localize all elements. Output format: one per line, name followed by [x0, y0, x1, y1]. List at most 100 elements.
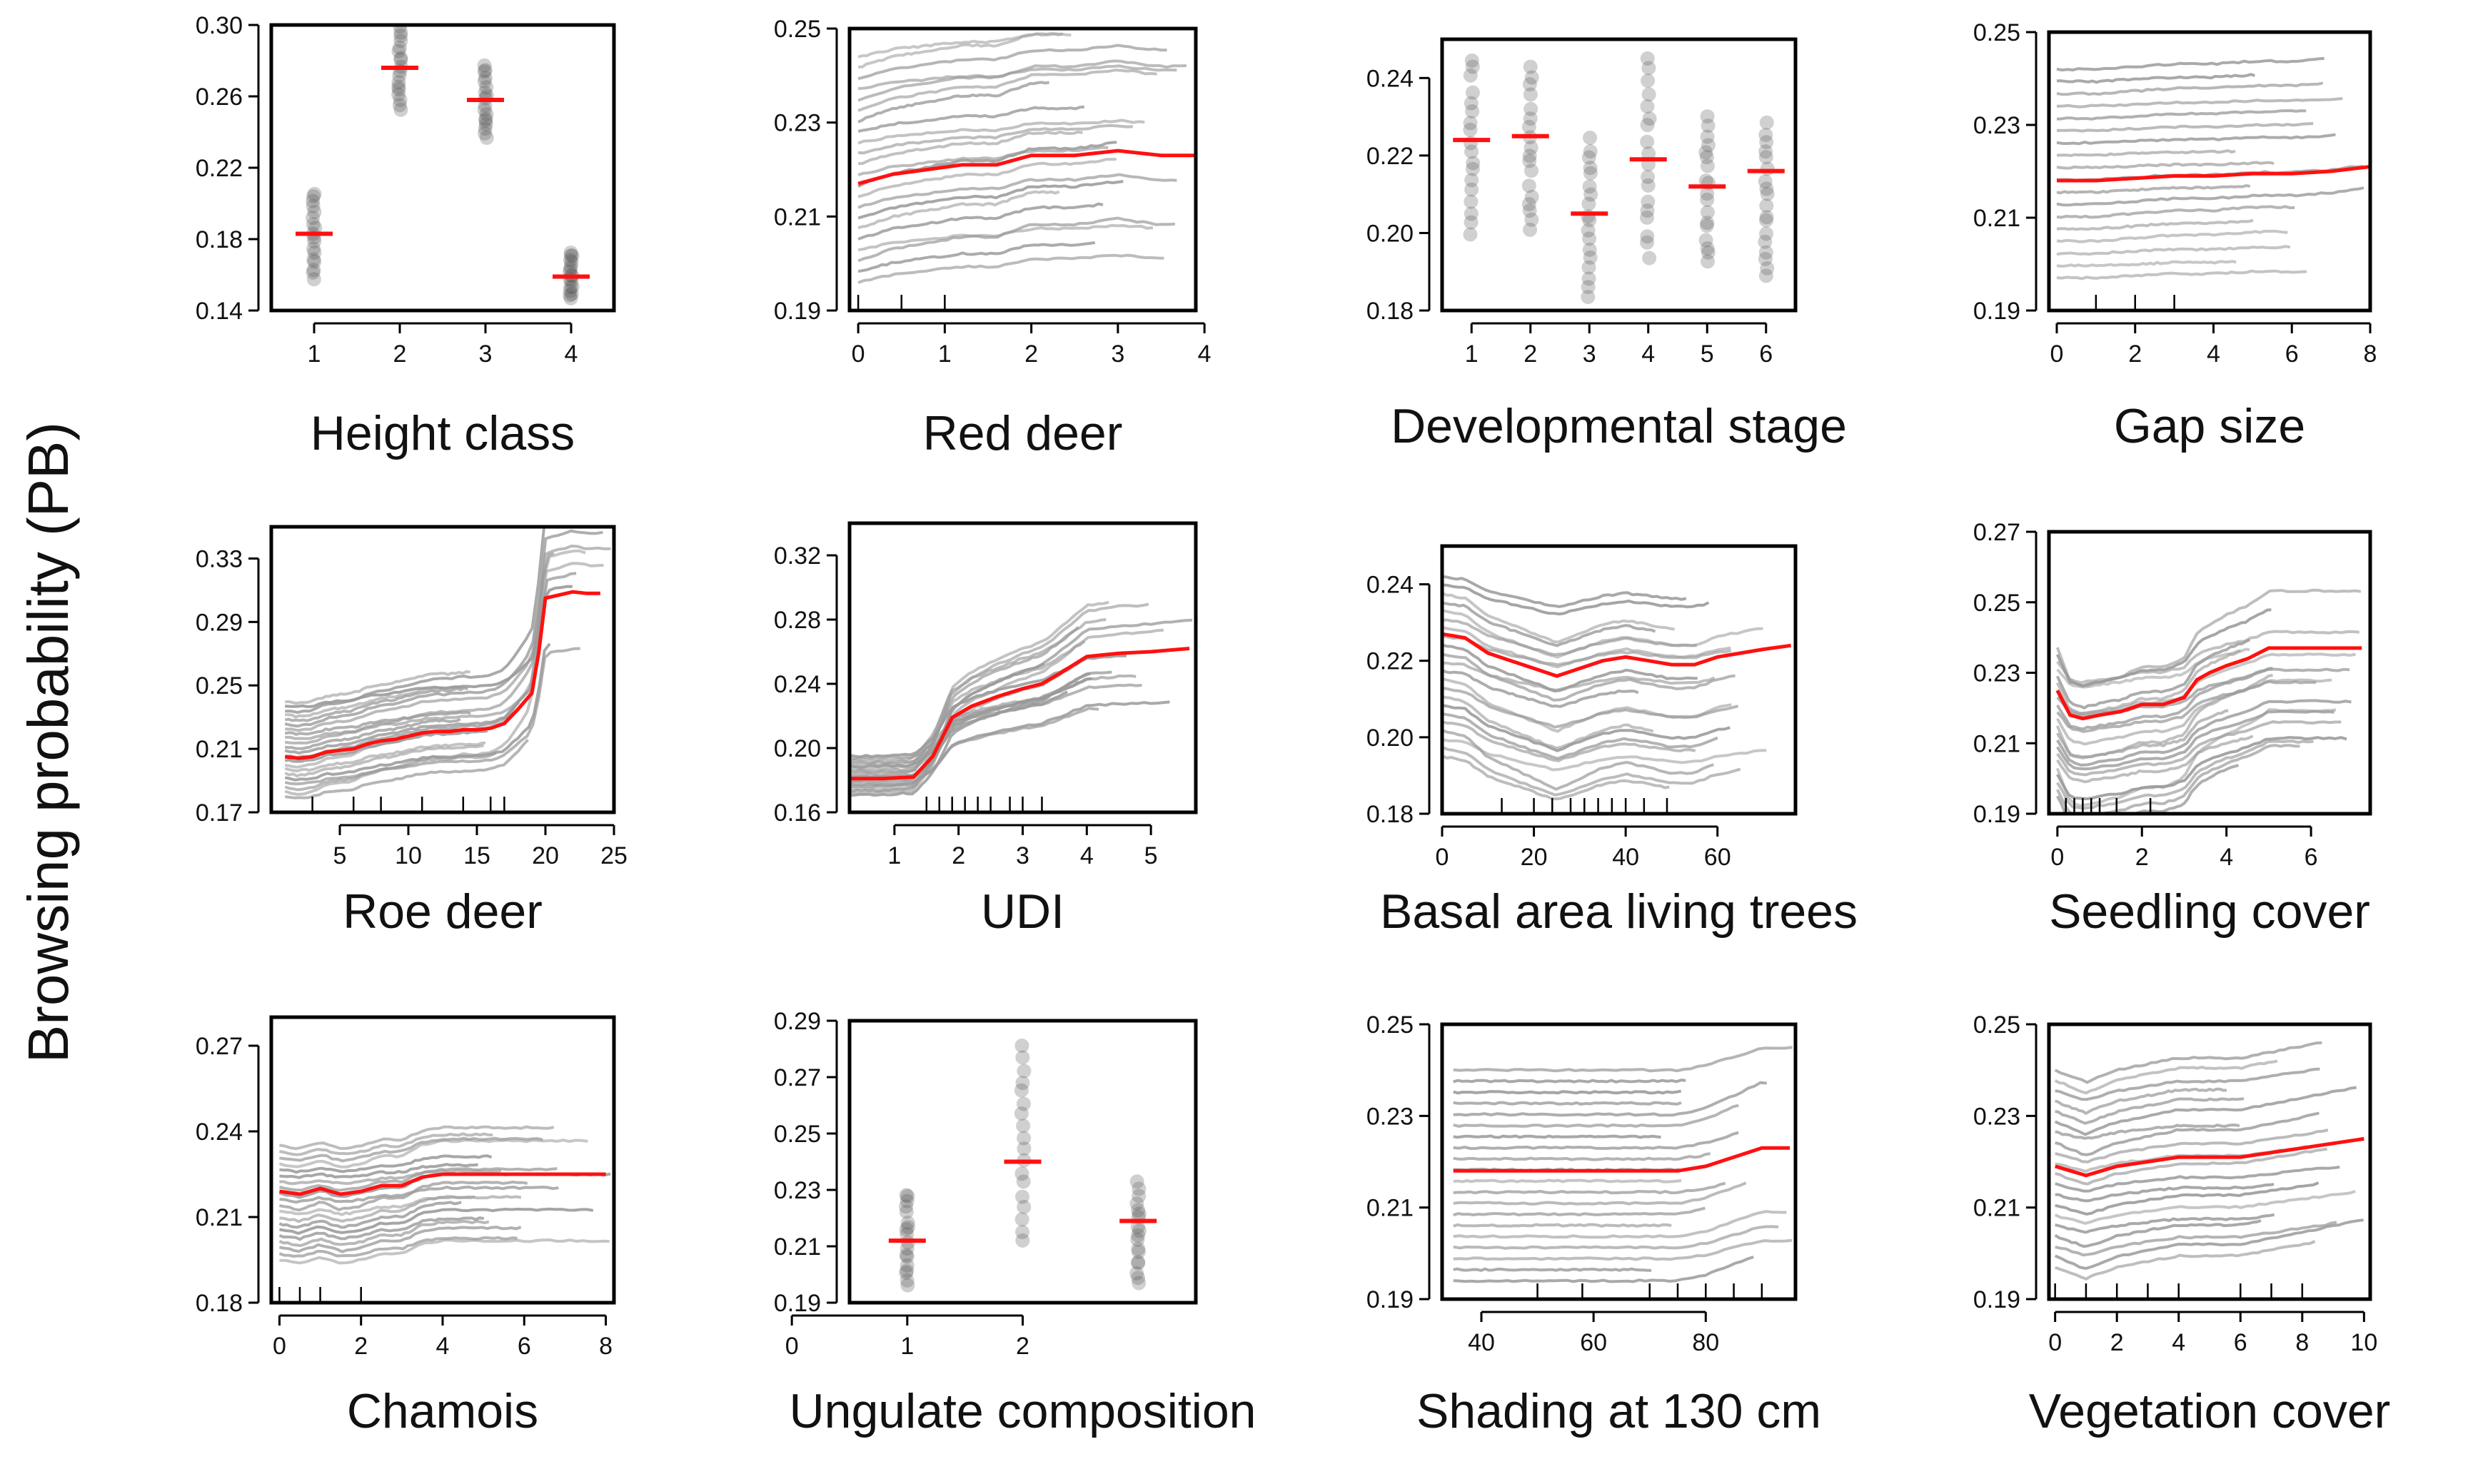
y-tick-label: 0.19	[1973, 1286, 2020, 1313]
ice-point	[1758, 127, 1773, 142]
x-tick-label: 1	[308, 340, 321, 368]
panel-10: 0.19 0.21 0.23 0.25 40 60 80 Shading at 130 cm	[1366, 1011, 1821, 1438]
ice-line	[1442, 720, 1696, 762]
ice-point	[393, 92, 408, 107]
ice-point	[899, 1248, 914, 1263]
panel-data	[2054, 1041, 2364, 1281]
ice-point	[306, 241, 321, 256]
ice-point	[1464, 96, 1479, 111]
ice-point	[1700, 205, 1715, 220]
ice-point	[1132, 1223, 1147, 1238]
ice-line	[284, 642, 551, 782]
ice-line	[2056, 149, 2236, 158]
ice-point	[1698, 173, 1713, 188]
panel-frame	[1440, 37, 1798, 313]
y-tick-label: 0.18	[196, 226, 243, 253]
ice-line	[857, 241, 1096, 273]
x-tick-label: 6	[2234, 1329, 2247, 1356]
ice-point	[1640, 51, 1655, 66]
y-tick-label: 0.16	[774, 799, 821, 827]
ice-line	[1453, 1210, 1787, 1239]
ice-line	[285, 670, 470, 705]
ice-point	[1640, 203, 1655, 218]
ice-line	[850, 618, 1107, 762]
x-tick-label: 4	[2172, 1329, 2185, 1356]
ice-point	[1759, 181, 1774, 196]
x-tick-label: 4	[1080, 842, 1094, 869]
y-tick-label: 0.21	[1973, 205, 2020, 232]
ice-point	[1640, 118, 1655, 133]
ice-point	[1464, 144, 1479, 159]
ice-point	[392, 98, 407, 113]
ice-line	[1442, 643, 1698, 693]
ice-line	[2056, 205, 2295, 219]
ice-point	[1581, 280, 1596, 295]
ice-point	[391, 79, 406, 94]
ice-line	[284, 730, 488, 763]
ice-line	[284, 710, 471, 737]
ice-line	[279, 1226, 522, 1253]
panel-9: 0.19 0.21 0.23 0.25 0.27 0.29 0 1 2 Ungulate comp…	[774, 1008, 1256, 1438]
ice-line	[1442, 601, 1656, 647]
pdp-line	[279, 1172, 606, 1196]
pdp-line	[850, 647, 1190, 781]
ice-point	[391, 75, 406, 90]
panel-3: 0.19 0.21 0.23 0.25 0 2 4 6 8 Gap size	[1973, 19, 2377, 453]
ice-point	[1701, 138, 1716, 153]
ice-point	[900, 1249, 915, 1264]
ice-point	[1641, 194, 1656, 209]
ice-point	[1524, 189, 1539, 204]
ice-point	[1521, 197, 1536, 212]
ice-line	[857, 223, 1154, 251]
ice-line	[2055, 1147, 2328, 1186]
ice-line	[279, 1136, 543, 1163]
ice-line	[2055, 608, 2272, 688]
ice-point	[1524, 212, 1539, 227]
ice-point	[1465, 59, 1480, 74]
ice-point	[307, 254, 322, 269]
ice-point	[308, 221, 323, 236]
ice-line	[1442, 626, 1731, 669]
ice-point	[1759, 115, 1774, 130]
ice-point	[1464, 215, 1479, 230]
ice-line	[279, 1125, 555, 1151]
ice-point	[1758, 245, 1773, 260]
ice-line	[2055, 588, 2362, 687]
x-tick-label: 15	[463, 842, 490, 869]
ice-point	[1758, 234, 1773, 249]
panel-frame	[269, 525, 616, 814]
ice-point	[1758, 213, 1773, 228]
ice-line	[1442, 738, 1767, 772]
ice-point	[1464, 194, 1479, 209]
x-tick-label: 3	[1583, 340, 1596, 368]
x-tick-label: 20	[1521, 844, 1548, 871]
y-tick-label: 0.19	[774, 1290, 821, 1317]
ice-point	[393, 25, 408, 34]
ice-point	[1132, 1276, 1147, 1291]
ice-point	[1700, 186, 1715, 201]
ice-line	[1453, 1267, 1652, 1272]
pdp-line	[1453, 1146, 1790, 1173]
ice-point	[1464, 182, 1479, 197]
ice-line	[2056, 744, 2300, 814]
ice-line	[2055, 1087, 2227, 1116]
ice-line	[2055, 1181, 2320, 1216]
ice-point	[479, 131, 494, 146]
panel-8: 0.18 0.21 0.24 0.27 0 2 4 6 8 Chamois	[196, 1015, 616, 1438]
x-tick-label: 2	[393, 340, 407, 368]
y-tick-label: 0.21	[1366, 1195, 1414, 1222]
ice-point	[900, 1193, 915, 1208]
x-tick-label: 0	[2050, 844, 2064, 871]
ice-point	[391, 87, 406, 102]
ice-point	[1581, 223, 1596, 238]
y-tick-label: 0.24	[1366, 65, 1414, 92]
x-tick-label: 6	[2285, 340, 2299, 368]
ice-point	[1641, 61, 1656, 76]
ice-point	[1700, 158, 1715, 173]
ice-point	[563, 280, 578, 295]
ice-line	[284, 647, 580, 786]
ice-line	[1442, 609, 1763, 659]
x-tick-label: 10	[2350, 1329, 2377, 1356]
panel-data	[1442, 575, 1791, 801]
ice-point	[563, 261, 578, 276]
